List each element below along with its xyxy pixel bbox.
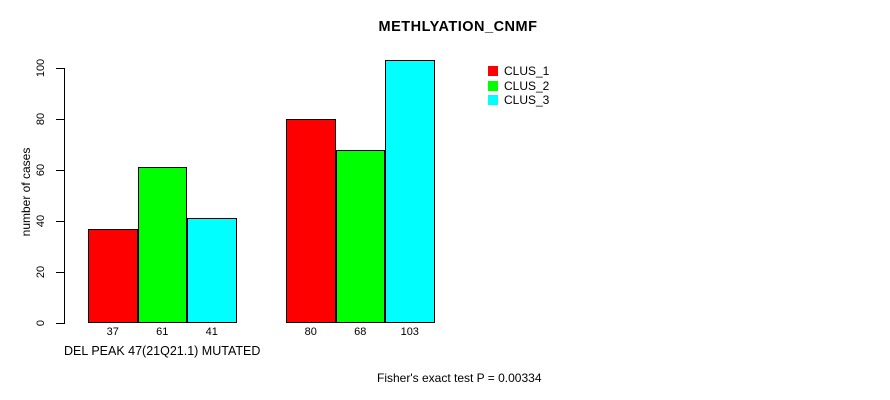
bar-value-label: 68 xyxy=(354,326,367,338)
legend: CLUS_1 CLUS_2 CLUS_3 xyxy=(488,64,549,108)
legend-color-swatch xyxy=(488,66,498,77)
y-axis-tick xyxy=(56,272,64,273)
legend-item-clus_1: CLUS_1 xyxy=(488,64,549,79)
y-tick-label: 20 xyxy=(35,265,47,279)
y-axis-tick xyxy=(56,68,64,69)
y-tick-label: 100 xyxy=(35,58,47,78)
y-tick-label: 0 xyxy=(35,319,47,327)
bar-clus_1-group1 xyxy=(88,228,138,323)
y-axis-tick xyxy=(56,170,64,171)
y-axis-tick xyxy=(56,323,64,324)
bar-value-label: 41 xyxy=(205,326,218,338)
x-axis-title: DEL PEAK 47(21Q21.1) MUTATED xyxy=(64,344,261,358)
bar-clus_2-group1 xyxy=(137,167,187,323)
legend-item-clus_3: CLUS_3 xyxy=(488,93,549,108)
y-tick-label: 80 xyxy=(35,112,47,126)
bar-value-label: 103 xyxy=(400,326,419,338)
fisher-test-annotation: Fisher's exact test P = 0.00334 xyxy=(377,371,542,385)
bar-clus_3-group2 xyxy=(385,60,435,323)
bar-value-label: 61 xyxy=(156,326,169,338)
y-tick-label: 40 xyxy=(35,214,47,228)
chart-title: METHLYATION_CNMF xyxy=(378,19,538,35)
y-tick-label: 60 xyxy=(35,163,47,177)
y-axis-line xyxy=(64,68,65,324)
legend-color-swatch xyxy=(488,95,498,106)
y-axis-tick xyxy=(56,221,64,222)
bar-value-label: 80 xyxy=(304,326,317,338)
bar-value-label: 37 xyxy=(106,326,119,338)
legend-label: CLUS_1 xyxy=(504,64,550,79)
legend-color-swatch xyxy=(488,80,498,91)
legend-item-clus_2: CLUS_2 xyxy=(488,79,549,94)
y-axis-tick xyxy=(56,119,64,120)
legend-label: CLUS_3 xyxy=(504,93,550,108)
bar-clus_2-group2 xyxy=(335,149,385,323)
legend-label: CLUS_2 xyxy=(504,78,550,93)
bar-clus_3-group1 xyxy=(187,218,237,323)
bar-clus_1-group2 xyxy=(286,119,336,323)
